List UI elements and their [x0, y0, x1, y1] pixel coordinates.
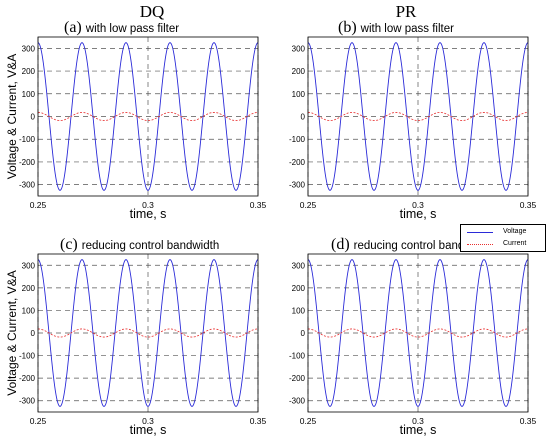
series-line-current-b: [307, 112, 529, 121]
column-title-dq: DQ: [139, 2, 165, 21]
ytick-label-c: -200: [19, 374, 36, 383]
series-line-voltage-c: [37, 259, 259, 407]
series-line-voltage-b: [307, 42, 529, 191]
ytick-label-a: -100: [19, 135, 36, 144]
panel-note-a: with low pass filter: [85, 23, 180, 35]
series-line-voltage-a: [37, 42, 259, 191]
xtick-label-d: 0.25: [300, 416, 317, 426]
ytick-label-a: 100: [22, 90, 36, 99]
ytick-label-d: 0: [301, 329, 306, 338]
panel-tag-a: (a): [64, 19, 82, 36]
panel-tag-d: (d): [331, 236, 350, 253]
xtick-label-c: 0.3: [142, 416, 154, 426]
panel-note-b: with low pass filter: [360, 23, 454, 35]
ytick-label-a: 0: [31, 113, 36, 122]
panel-note-c: reducing control bandwidth: [81, 240, 220, 252]
ytick-label-a: 300: [22, 44, 36, 53]
ytick-label-d: 200: [292, 284, 306, 293]
panel-subtitle-b: (b) with low pass filter: [338, 19, 454, 37]
ytick-label-c: 300: [22, 261, 36, 270]
ytick-label-b: 0: [301, 113, 306, 122]
ytick-label-c: 200: [22, 284, 36, 293]
ytick-label-c: 0: [31, 329, 36, 338]
ytick-label-b: -300: [289, 181, 306, 190]
ytick-label-a: 200: [22, 67, 36, 76]
ytick-label-d: 100: [292, 306, 306, 315]
plot-frame-d: [307, 253, 529, 413]
x-axis-label-c: time, s: [130, 423, 167, 437]
ytick-label-a: -200: [19, 158, 36, 167]
ytick-label-a: -300: [19, 181, 36, 190]
ytick-label-d: -200: [289, 374, 306, 383]
panel-note-d: reducing control bandwidth: [353, 240, 492, 252]
panel-subtitle-c: (c) reducing control bandwidth: [60, 236, 219, 254]
xtick-label-a: 0.35: [250, 200, 267, 210]
panel-subtitle-d: (d) reducing control bandwidth: [331, 236, 491, 254]
ytick-label-d: -300: [289, 397, 306, 406]
legend-current-swatch: [467, 244, 493, 245]
series-line-current-c: [37, 328, 259, 338]
legend-current-label: Current: [503, 240, 527, 247]
ytick-label-c: -100: [19, 352, 36, 361]
xtick-label-b: 0.35: [520, 200, 537, 210]
x-axis-label-b: time, s: [400, 207, 437, 221]
ytick-label-b: -200: [289, 158, 306, 167]
ytick-label-d: 300: [292, 261, 306, 270]
ytick-label-b: -100: [289, 135, 306, 144]
xtick-label-c: 0.25: [30, 416, 47, 426]
xtick-label-a: 0.3: [142, 200, 154, 210]
ytick-label-d: -100: [289, 352, 306, 361]
series-line-current-a: [37, 112, 259, 121]
xtick-label-d: 0.3: [412, 416, 424, 426]
y-axis-label-c: Voltage & Current, V&A: [5, 270, 19, 395]
panel-subtitle-a: (a) with low pass filter: [64, 19, 179, 37]
legend-voltage-swatch: [467, 232, 493, 233]
xtick-label-c: 0.35: [250, 416, 267, 426]
y-axis-label-a: Voltage & Current, V&A: [5, 54, 19, 179]
x-axis-label-a: time, s: [130, 207, 167, 221]
legend-item-current: Current: [465, 239, 545, 250]
ytick-label-c: 100: [22, 306, 36, 315]
ytick-label-b: 300: [292, 44, 306, 53]
xtick-label-a: 0.25: [30, 200, 47, 210]
plot-frame-b: [307, 36, 529, 197]
series-line-current-d: [307, 328, 529, 338]
ytick-label-c: -300: [19, 397, 36, 406]
xtick-label-b: 0.3: [412, 200, 424, 210]
plot-frame-a: [37, 36, 259, 197]
panel-tag-c: (c): [60, 236, 78, 253]
xtick-label-b: 0.25: [300, 200, 317, 210]
series-line-voltage-d: [307, 259, 529, 407]
plot-frame-c: [37, 253, 259, 413]
legend: Voltage Current: [460, 224, 546, 252]
xtick-label-d: 0.35: [520, 416, 537, 426]
ytick-label-b: 200: [292, 67, 306, 76]
panel-tag-b: (b): [338, 19, 357, 36]
legend-item-voltage: Voltage: [465, 227, 545, 238]
x-axis-label-d: time, s: [400, 423, 437, 437]
column-title-pr: PR: [395, 2, 417, 21]
legend-voltage-label: Voltage: [503, 228, 527, 235]
ytick-label-b: 100: [292, 90, 306, 99]
